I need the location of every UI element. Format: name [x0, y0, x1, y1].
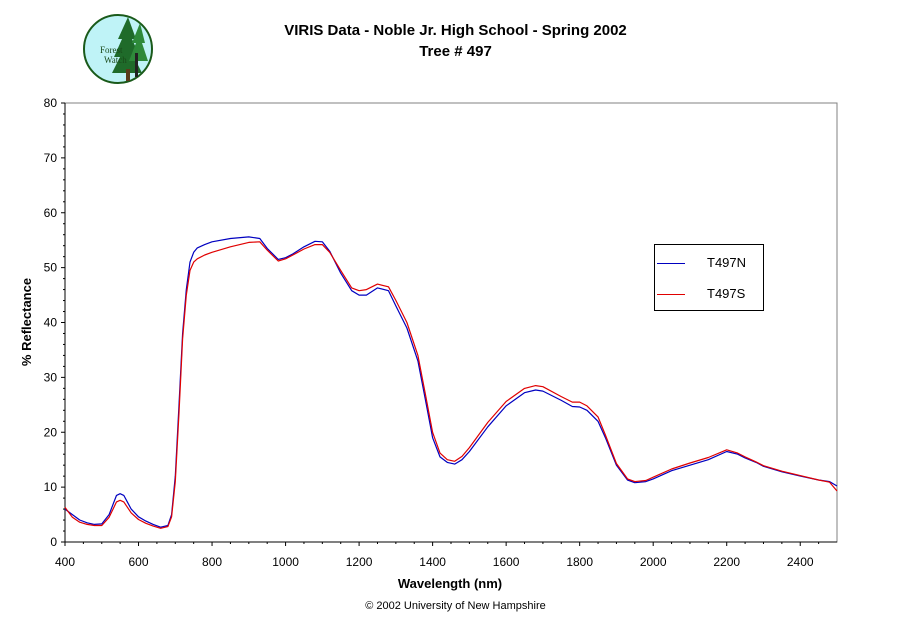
y-tick-label: 0 — [50, 535, 57, 549]
series-line-t497s — [64, 241, 838, 529]
plot-area — [64, 102, 838, 543]
x-tick-label: 2200 — [713, 555, 740, 569]
x-tick-label: 1000 — [272, 555, 299, 569]
y-tick-label: 50 — [44, 261, 58, 275]
y-tick-label: 10 — [44, 480, 58, 494]
plot-frame — [64, 102, 838, 543]
legend-label-t497s: T497S — [707, 286, 746, 301]
legend: T497N T497S — [654, 244, 764, 311]
forest-watch-logo: Forest Watch — [83, 14, 153, 84]
x-tick-label: 1600 — [493, 555, 520, 569]
x-tick-label: 2000 — [640, 555, 667, 569]
y-tick-label: 70 — [44, 151, 58, 165]
x-tick-label: 400 — [55, 555, 75, 569]
x-tick-label: 2400 — [787, 555, 814, 569]
legend-swatch-t497s — [657, 294, 685, 295]
y-axis: 0 10 20 30 40 50 60 70 80 — [44, 96, 66, 549]
series-group — [64, 236, 838, 529]
logo-text-watch: Watch — [104, 55, 127, 65]
y-axis-label: % Reflectance — [19, 278, 34, 366]
y-tick-label: 60 — [44, 206, 58, 220]
y-tick-label: 30 — [44, 370, 58, 384]
series-line-t497n — [64, 236, 838, 528]
x-tick-label: 1200 — [346, 555, 373, 569]
legend-swatch-t497n — [657, 263, 685, 264]
x-tick-label: 1800 — [566, 555, 593, 569]
logo-text-forest: Forest — [100, 45, 123, 55]
chart-title: VIRIS Data - Noble Jr. High School - Spr… — [284, 22, 627, 39]
y-tick-label: 20 — [44, 425, 58, 439]
x-axis: 400 600 800 1000 1200 1400 1600 1800 2000 2200 240… — [55, 541, 837, 569]
copyright-footer: © 2002 University of New Hampshire — [365, 600, 546, 612]
x-tick-label: 800 — [202, 555, 222, 569]
legend-label-t497n: T497N — [707, 255, 747, 270]
x-axis-label: Wavelength (nm) — [398, 576, 502, 591]
x-tick-label: 1400 — [419, 555, 446, 569]
y-tick-label: 80 — [44, 96, 58, 110]
y-tick-label: 40 — [44, 316, 58, 330]
x-tick-label: 600 — [129, 555, 149, 569]
chart-subtitle: Tree # 497 — [419, 43, 492, 60]
